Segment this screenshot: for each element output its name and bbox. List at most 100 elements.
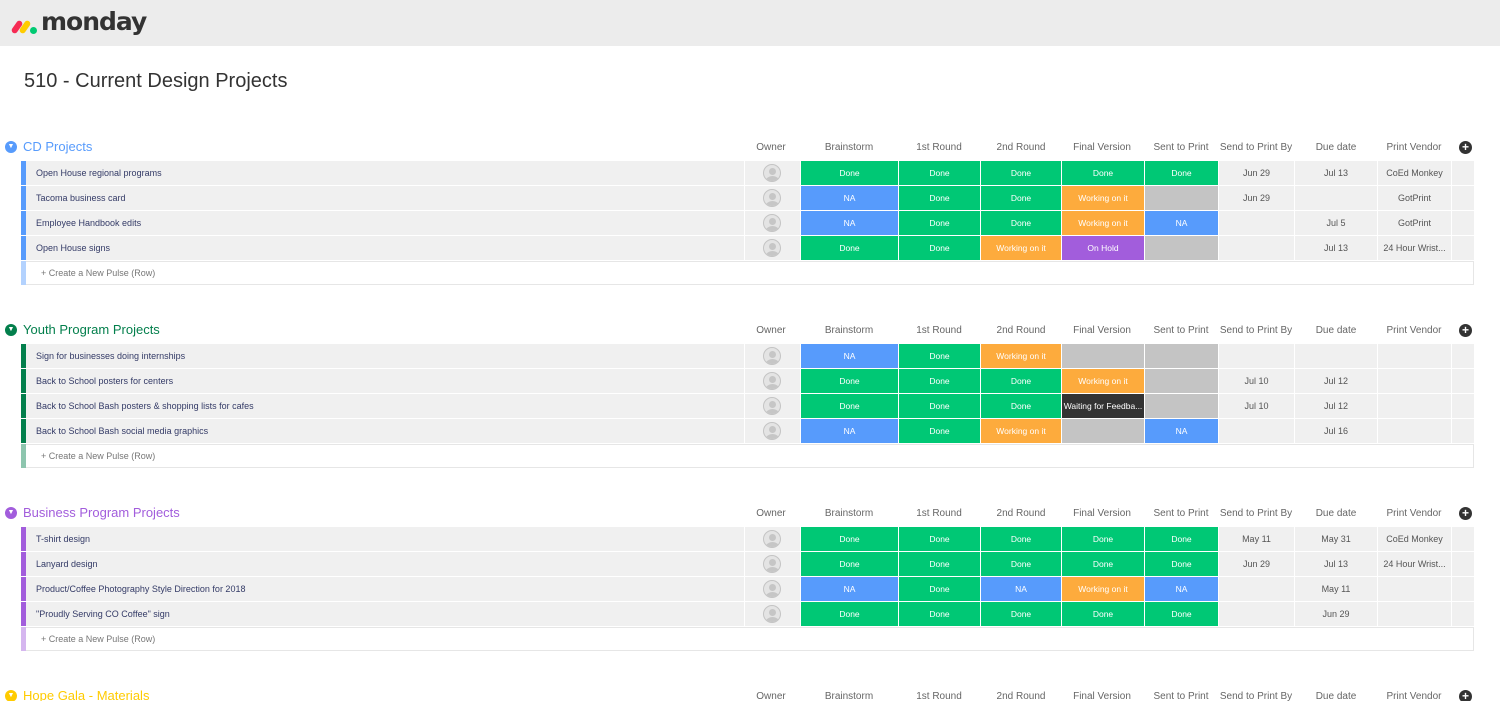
row-name[interactable]: "Proudly Serving CO Coffee" sign [26, 602, 744, 626]
status-cell[interactable]: Done [801, 236, 898, 260]
column-header[interactable]: Send to Print By [1219, 325, 1293, 336]
status-cell[interactable]: Done [801, 369, 898, 393]
status-cell[interactable]: Working on it [1062, 369, 1144, 393]
status-cell[interactable] [1145, 236, 1218, 260]
status-cell[interactable]: Done [899, 369, 980, 393]
row-name[interactable]: Sign for businesses doing internships [26, 344, 744, 368]
row-name[interactable]: Back to School posters for centers [26, 369, 744, 393]
column-header[interactable]: Due date [1315, 142, 1357, 153]
status-cell[interactable]: Done [1062, 161, 1144, 185]
send-by-date-cell[interactable]: Jul 10 [1219, 369, 1294, 393]
create-pulse-row[interactable]: + Create a New Pulse (Row) [0, 627, 1500, 652]
send-by-date-cell[interactable] [1219, 211, 1294, 235]
print-vendor-cell[interactable]: CoEd Monkey [1378, 161, 1451, 185]
due-date-cell[interactable]: May 11 [1295, 577, 1377, 601]
owner-cell[interactable] [745, 369, 800, 393]
due-date-cell[interactable]: Jul 16 [1295, 419, 1377, 443]
status-cell[interactable]: Done [899, 186, 980, 210]
print-vendor-cell[interactable]: 24 Hour Wrist... [1378, 236, 1451, 260]
avatar-placeholder-icon[interactable] [763, 555, 781, 573]
status-cell[interactable]: Working on it [981, 236, 1061, 260]
group-title[interactable]: Youth Program Projects [23, 322, 160, 337]
status-cell[interactable]: Working on it [1062, 186, 1144, 210]
status-cell[interactable] [1062, 344, 1144, 368]
status-cell[interactable]: Done [981, 552, 1061, 576]
column-header[interactable]: 2nd Round [996, 142, 1046, 153]
status-cell[interactable]: Working on it [1062, 577, 1144, 601]
owner-cell[interactable] [745, 236, 800, 260]
row-name[interactable]: Lanyard design [26, 552, 744, 576]
create-pulse-row[interactable]: + Create a New Pulse (Row) [0, 261, 1500, 286]
avatar-placeholder-icon[interactable] [763, 214, 781, 232]
row-name[interactable]: Employee Handbook edits [26, 211, 744, 235]
status-cell[interactable]: Done [1145, 602, 1218, 626]
table-row[interactable]: T-shirt design Done Done Done Done Done May 11… [0, 527, 1500, 552]
column-header[interactable]: Due date [1315, 325, 1357, 336]
column-header[interactable]: Owner [756, 508, 786, 519]
status-cell[interactable]: Done [899, 419, 980, 443]
column-header[interactable]: Final Version [1073, 325, 1131, 336]
column-header[interactable]: Owner [756, 325, 786, 336]
status-cell[interactable]: Done [801, 527, 898, 551]
owner-cell[interactable] [745, 419, 800, 443]
row-name[interactable]: Open House regional programs [26, 161, 744, 185]
row-name[interactable]: T-shirt design [26, 527, 744, 551]
status-cell[interactable]: Done [801, 161, 898, 185]
column-header[interactable]: 1st Round [916, 691, 962, 701]
column-header[interactable]: Final Version [1073, 691, 1131, 701]
column-header[interactable]: Print Vendor [1386, 508, 1442, 519]
print-vendor-cell[interactable]: GotPrint [1378, 186, 1451, 210]
column-header[interactable]: Owner [756, 691, 786, 701]
column-header[interactable]: Send to Print By [1219, 508, 1293, 519]
print-vendor-cell[interactable]: GotPrint [1378, 211, 1451, 235]
row-name[interactable]: Product/Coffee Photography Style Directi… [26, 577, 744, 601]
table-row[interactable]: "Proudly Serving CO Coffee" sign Done Done… [0, 602, 1500, 627]
status-cell[interactable]: On Hold [1062, 236, 1144, 260]
status-cell[interactable]: NA [801, 186, 898, 210]
owner-cell[interactable] [745, 577, 800, 601]
avatar-placeholder-icon[interactable] [763, 530, 781, 548]
column-header[interactable]: Print Vendor [1386, 142, 1442, 153]
status-cell[interactable]: NA [1145, 211, 1218, 235]
column-header[interactable]: Brainstorm [824, 508, 874, 519]
status-cell[interactable] [1145, 394, 1218, 418]
column-header[interactable]: Due date [1315, 691, 1357, 701]
status-cell[interactable]: Done [899, 211, 980, 235]
print-vendor-cell[interactable] [1378, 602, 1451, 626]
column-header[interactable]: Owner [756, 142, 786, 153]
send-by-date-cell[interactable]: May 11 [1219, 527, 1294, 551]
owner-cell[interactable] [745, 394, 800, 418]
due-date-cell[interactable]: May 31 [1295, 527, 1377, 551]
status-cell[interactable]: Working on it [981, 419, 1061, 443]
chevron-down-icon[interactable]: ▼ [5, 690, 17, 701]
due-date-cell[interactable]: Jun 29 [1295, 602, 1377, 626]
add-column-icon[interactable]: + [1459, 690, 1472, 701]
status-cell[interactable]: Done [1145, 527, 1218, 551]
print-vendor-cell[interactable] [1378, 344, 1451, 368]
print-vendor-cell[interactable]: 24 Hour Wrist... [1378, 552, 1451, 576]
avatar-placeholder-icon[interactable] [763, 422, 781, 440]
status-cell[interactable]: Done [981, 369, 1061, 393]
avatar-placeholder-icon[interactable] [763, 605, 781, 623]
table-row[interactable]: Back to School Bash posters & shopping l… [0, 394, 1500, 419]
row-name[interactable]: Back to School Bash posters & shopping l… [26, 394, 744, 418]
send-by-date-cell[interactable]: Jun 29 [1219, 186, 1294, 210]
status-cell[interactable]: NA [1145, 577, 1218, 601]
group-title[interactable]: CD Projects [23, 139, 93, 154]
print-vendor-cell[interactable] [1378, 369, 1451, 393]
status-cell[interactable]: Done [1062, 552, 1144, 576]
column-header[interactable]: Print Vendor [1386, 325, 1442, 336]
status-cell[interactable]: NA [801, 211, 898, 235]
status-cell[interactable]: Done [1145, 161, 1218, 185]
add-column-icon[interactable]: + [1459, 324, 1472, 337]
table-row[interactable]: Employee Handbook edits NA Done Done Working… [0, 211, 1500, 236]
column-header[interactable]: 2nd Round [996, 508, 1046, 519]
monday-logo[interactable]: monday [10, 7, 147, 36]
add-column-icon[interactable]: + [1459, 507, 1472, 520]
owner-cell[interactable] [745, 602, 800, 626]
status-cell[interactable]: Done [899, 577, 980, 601]
status-cell[interactable]: NA [1145, 419, 1218, 443]
print-vendor-cell[interactable]: CoEd Monkey [1378, 527, 1451, 551]
status-cell[interactable] [1145, 344, 1218, 368]
owner-cell[interactable] [745, 161, 800, 185]
